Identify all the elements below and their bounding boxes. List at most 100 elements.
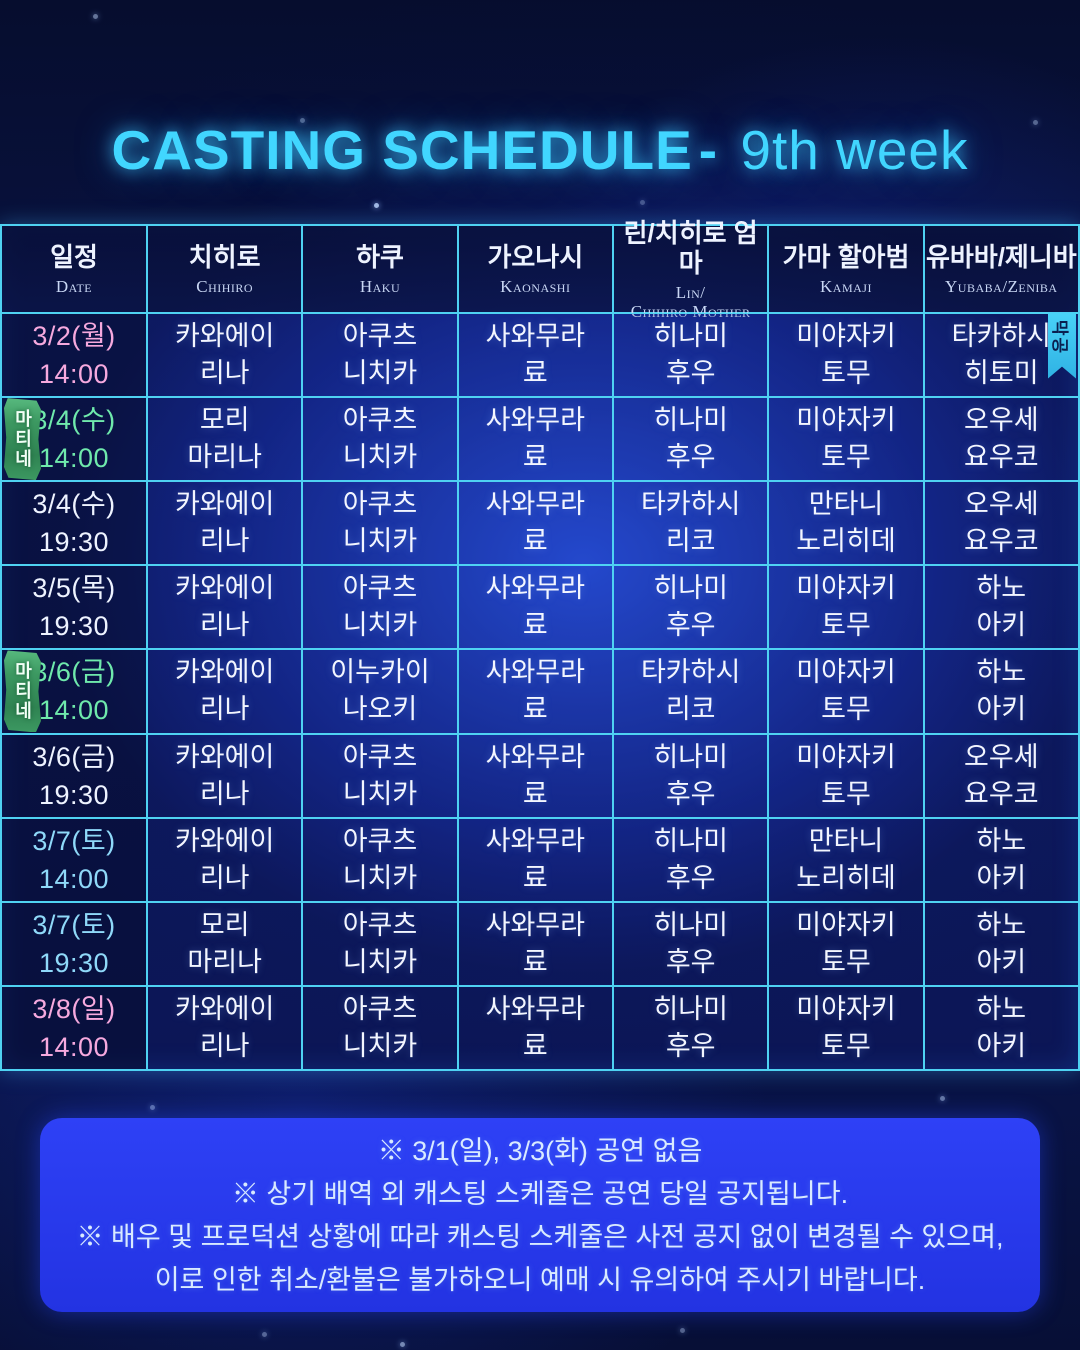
cast-cell: 모리 마리나 (147, 397, 303, 482)
header-english: Kaonashi (500, 277, 571, 296)
cast-name: 아쿠츠 니치카 (342, 741, 418, 809)
cast-name: 카와에이 리나 (174, 321, 275, 389)
cast-name: 하노 아키 (976, 573, 1027, 641)
cast-cell: 사와무라 료 (457, 481, 613, 566)
cast-name: 카와에이 리나 (174, 573, 275, 641)
cast-name: 미야자키 토무 (796, 405, 896, 473)
cast-name: 사와무라 료 (485, 909, 585, 977)
cast-cell: 사와무라 료 (457, 397, 613, 482)
cast-cell: 미야자키 토무 (768, 565, 924, 650)
casting-schedule-table: 일정 Date 치히로 Chihiro 하쿠 Haku 가오나시 Kaonashi 린/치히로 … (0, 218, 1080, 1071)
date-text: 3/6(금) 19:30 (32, 738, 115, 814)
cast-name: 오우세 요우코 (964, 741, 1039, 809)
cast-name: 만타니 노리히데 (796, 825, 896, 893)
cast-name: 미야자키 토무 (796, 741, 896, 809)
final-show-label: 막공 (1050, 319, 1070, 355)
cast-name: 히나미 후우 (653, 825, 728, 893)
date-text: 3/7(토) 19:30 (32, 906, 115, 982)
header-cell-0: 일정 Date (1, 225, 147, 313)
time-line: 14:00 (38, 863, 110, 894)
cast-name: 하노 아키 (976, 657, 1027, 725)
cast-cell: 미야자키 토무 (768, 985, 924, 1070)
cast-name: 이누카이 나오키 (330, 657, 430, 725)
cast-cell: 아쿠츠 니치카 (302, 901, 458, 986)
cast-cell: 카와에이 리나 (147, 481, 303, 566)
date-line: 3/7(토) (32, 909, 116, 940)
cast-cell: 히나미 후우 (612, 565, 769, 650)
cast-cell: 히나미 후우 (612, 817, 769, 902)
schedule-grid: 일정 Date 치히로 Chihiro 하쿠 Haku 가오나시 Kaonashi 린/치히로 … (1, 218, 1079, 1070)
date-text: 3/5(목) 19:30 (32, 569, 115, 645)
cast-cell: 사와무라 료 (457, 649, 613, 734)
date-line: 3/4(수) (32, 489, 116, 520)
date-cell: 3/7(토) 19:30 (1, 901, 147, 986)
cast-cell: 오우세 요우코 (923, 733, 1079, 818)
cast-cell: 아쿠츠 니치카 (302, 397, 458, 482)
time-line: 14:00 (38, 359, 110, 390)
header-cell-4: 린/치히로 엄마 Lin/ Chihiro Mother (612, 218, 769, 321)
header-korean: 유바바/제니바 (925, 242, 1077, 272)
date-line: 3/6(금) (32, 741, 116, 772)
time-line: 19:30 (38, 527, 110, 558)
title-week: 9th week (740, 119, 969, 181)
date-text: 3/6(금) 14:00 (32, 653, 115, 729)
header-korean: 가마 할아범 (782, 242, 910, 272)
cast-cell: 히나미 후우 (612, 985, 769, 1070)
time-line: 14:00 (38, 1031, 110, 1062)
header-cell-5: 가마 할아범 Kamaji (768, 225, 924, 313)
cast-name: 카와에이 리나 (174, 825, 275, 893)
cast-name: 아쿠츠 니치카 (342, 321, 418, 389)
matinee-badge: 마티네 (4, 650, 41, 733)
header-korean: 린/치히로 엄마 (623, 217, 758, 278)
cast-name: 만타니 노리히데 (796, 489, 896, 557)
cast-cell: 카와에이 리나 (147, 733, 303, 818)
page-title: CASTING SCHEDULE - 9th week (0, 118, 1080, 182)
cast-name: 하노 아키 (976, 825, 1027, 893)
cast-name: 미야자키 토무 (796, 573, 896, 641)
date-line: 3/6(금) (32, 657, 116, 688)
date-cell: 마티네 3/6(금) 14:00 (1, 649, 147, 734)
cast-name: 아쿠츠 니치카 (342, 405, 418, 473)
cast-cell: 미야자키 토무 (768, 313, 924, 398)
header-english: Kamaji (820, 277, 872, 296)
cast-name: 미야자키 토무 (796, 909, 896, 977)
cast-name: 사와무라 료 (485, 405, 585, 473)
cast-name: 하노 아키 (976, 909, 1027, 977)
cast-cell: 이누카이 나오키 (302, 649, 458, 734)
time-line: 19:30 (38, 779, 110, 810)
cast-cell: 카와에이 리나 (147, 565, 303, 650)
time-line: 14:00 (38, 695, 110, 726)
cast-name: 미야자키 토무 (796, 657, 896, 725)
cast-cell: 아쿠츠 니치카 (302, 565, 458, 650)
date-cell: 3/4(수) 19:30 (1, 481, 147, 566)
date-line: 3/2(월) (32, 321, 116, 352)
cast-cell: 만타니 노리히데 (768, 481, 924, 566)
note-line: ※ 상기 배역 외 캐스팅 스케줄은 공연 당일 공지됩니다. (231, 1178, 849, 1209)
cast-cell: 히나미 후우 (612, 397, 769, 482)
cast-cell: 하노 아키 (923, 817, 1079, 902)
time-line: 19:30 (38, 611, 110, 642)
cast-name: 오우세 요우코 (964, 405, 1039, 473)
header-cell-1: 치히로 Chihiro (147, 225, 303, 313)
header-korean: 가오나시 (487, 242, 584, 272)
header-english: Date (55, 277, 93, 296)
cast-name: 사와무라 료 (485, 825, 585, 893)
cast-name: 미야자키 토무 (796, 321, 896, 389)
cast-name: 타카하시 히토미 (951, 321, 1051, 389)
cast-name: 히나미 후우 (653, 405, 728, 473)
cast-cell: 히나미 후우 (612, 733, 769, 818)
cast-name: 사와무라 료 (485, 489, 585, 557)
date-text: 3/8(일) 14:00 (32, 990, 115, 1066)
cast-cell: 사와무라 료 (457, 565, 613, 650)
date-cell: 3/7(토) 14:00 (1, 817, 147, 902)
cast-cell: 만타니 노리히데 (768, 817, 924, 902)
date-text: 3/2(월) 14:00 (32, 317, 115, 393)
cast-cell: 타카하시 히토미 막공 (923, 312, 1079, 398)
cast-name: 타카하시 리코 (640, 489, 741, 557)
date-cell: 3/8(일) 14:00 (1, 985, 147, 1070)
cast-name: 카와에이 리나 (174, 741, 275, 809)
cast-cell: 카와에이 리나 (147, 313, 303, 398)
date-line: 3/4(수) (32, 405, 116, 436)
cast-cell: 사와무라 료 (457, 901, 613, 986)
header-cell-3: 가오나시 Kaonashi (457, 225, 613, 313)
